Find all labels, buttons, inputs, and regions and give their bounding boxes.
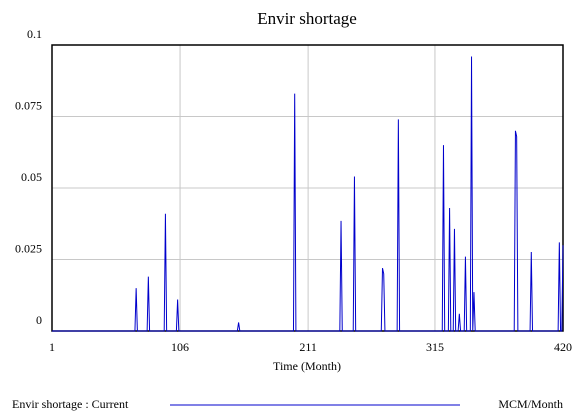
x-tick-label: 211: [299, 340, 317, 354]
y-tick-label: 0.025: [15, 241, 42, 255]
x-tick-label: 1: [49, 340, 55, 354]
x-tick-label: 106: [171, 340, 189, 354]
line-series: [52, 56, 564, 332]
y-tick-label: 0: [36, 313, 42, 327]
x-tick-label: 420: [554, 340, 572, 354]
legend-label: Envir shortage : Current: [12, 397, 129, 411]
y-tick-label: 0.1: [27, 27, 42, 41]
legend-unit: MCM/Month: [498, 397, 563, 411]
y-tick-label: 0.05: [21, 170, 42, 184]
x-axis-label: Time (Month): [273, 359, 341, 373]
x-tick-label: 315: [426, 340, 444, 354]
y-tick-label: 0.075: [15, 98, 42, 112]
chart-title: Envir shortage: [257, 9, 357, 28]
